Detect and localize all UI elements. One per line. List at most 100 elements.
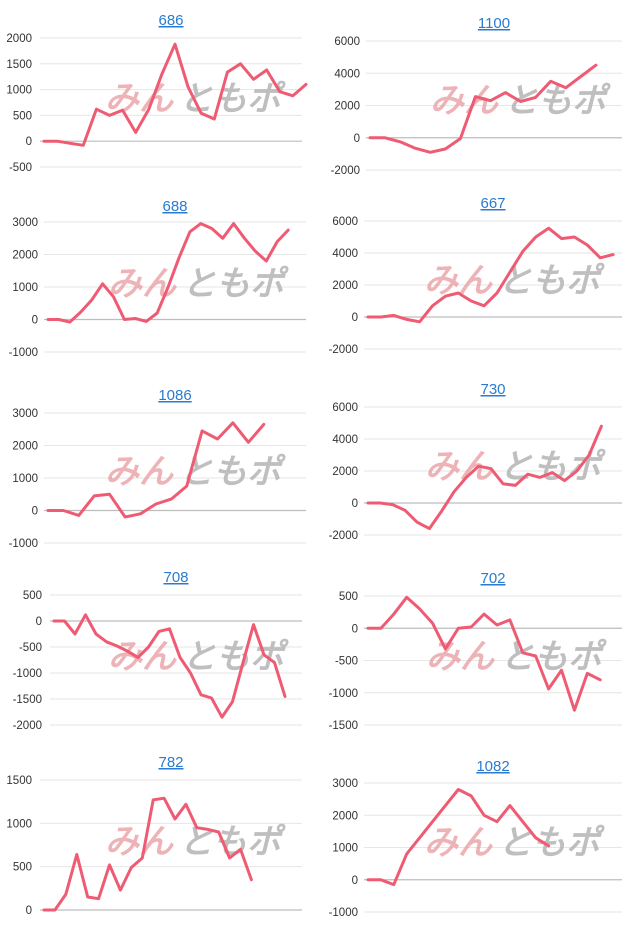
- watermark-part-1: みん: [426, 637, 495, 677]
- watermark-part-2: ともポ: [498, 823, 605, 863]
- y-tick-label: 2000: [12, 441, 38, 453]
- chart-title-link[interactable]: 782: [158, 754, 183, 771]
- y-tick-label: -1000: [13, 668, 42, 680]
- watermark-logo: みん ともポ: [108, 264, 289, 304]
- chart-panel-708: 708 500 0 -500 -1000 -1500 -2000 みん ともポ: [0, 555, 320, 740]
- watermark-part-1: みん: [424, 823, 493, 863]
- chart-title-link[interactable]: 708: [163, 569, 188, 586]
- watermark-part-1: みん: [105, 452, 174, 492]
- series-line: [42, 796, 253, 912]
- y-tick-label: 3000: [332, 778, 358, 790]
- chart-panel-1082: 1082 3000 2000 1000 0 -1000 みん ともポ: [320, 740, 640, 925]
- line-chart: 686 2000 1500 1000 500 0 -500 みん ともポ: [6, 12, 308, 174]
- y-tick-label: 3000: [12, 408, 38, 420]
- chart-panel-730: 730 6000 4000 2000 0 -2000 みん ともポ: [320, 370, 640, 555]
- y-tick-label: -1000: [9, 347, 38, 359]
- y-tick-label: -1500: [329, 720, 358, 732]
- chart-title-link[interactable]: 667: [480, 195, 505, 212]
- chart-panel-686: 686 2000 1500 1000 500 0 -500 みん ともポ: [0, 0, 320, 185]
- chart-panel-1100: 1100 6000 4000 2000 0 -2000 みん ともポ: [320, 0, 640, 185]
- watermark-part-1: みん: [105, 822, 174, 862]
- series-line: [42, 42, 308, 147]
- y-tick-label: 2000: [332, 280, 358, 292]
- series-line: [46, 222, 290, 324]
- chart-title-link[interactable]: 1086: [158, 387, 191, 404]
- watermark-part-2: ともポ: [500, 637, 607, 677]
- chart-title-link[interactable]: 686: [158, 12, 183, 29]
- y-tick-label: 1000: [12, 473, 38, 485]
- line-chart: 702 500 0 -500 -1000 -1500 みん ともポ: [329, 570, 622, 732]
- watermark-logo: みん ともポ: [424, 823, 605, 863]
- y-tick-label: -1000: [329, 688, 358, 700]
- y-tick-label: 2000: [12, 250, 38, 262]
- y-tick-label: 500: [13, 110, 32, 122]
- series-line: [366, 595, 602, 712]
- y-tick-label: 4000: [334, 68, 360, 80]
- y-tick-label: -1000: [329, 907, 358, 919]
- y-tick-label: -500: [19, 642, 42, 654]
- y-tick-label: 500: [23, 590, 42, 602]
- series-line: [366, 424, 603, 531]
- y-tick-label: 0: [352, 875, 358, 887]
- y-tick-label: 500: [339, 591, 358, 603]
- chart-title-link[interactable]: 1082: [476, 758, 509, 775]
- y-tick-label: -1500: [13, 694, 42, 706]
- y-tick-label: 0: [352, 623, 358, 635]
- chart-title-link[interactable]: 1100: [478, 15, 510, 32]
- series-line: [366, 788, 551, 887]
- line-chart: 1082 3000 2000 1000 0 -1000 みん ともポ: [329, 758, 622, 919]
- y-tick-label: 0: [32, 506, 38, 518]
- watermark-part-1: みん: [108, 637, 177, 677]
- series-line: [366, 226, 615, 324]
- y-tick-label: 2000: [6, 33, 32, 45]
- y-tick-label: -2000: [329, 344, 358, 356]
- y-tick-label: -2000: [13, 720, 42, 732]
- y-tick-label: -500: [9, 162, 32, 174]
- y-tick-label: 4000: [332, 248, 358, 260]
- y-tick-label: 2000: [332, 466, 358, 478]
- y-tick-label: 0: [26, 905, 32, 917]
- y-tick-label: 3000: [12, 217, 38, 229]
- y-tick-label: 1500: [6, 59, 32, 71]
- y-tick-label: 0: [354, 133, 360, 145]
- watermark-logo: みん ともポ: [105, 79, 286, 119]
- line-chart: 1086 3000 2000 1000 0 -1000 みん ともポ: [9, 387, 306, 550]
- watermark-logo: みん ともポ: [425, 447, 606, 487]
- watermark-logo: みん ともポ: [108, 637, 289, 677]
- line-chart: 730 6000 4000 2000 0 -2000 みん ともポ: [329, 381, 622, 542]
- y-tick-label: 1000: [6, 818, 32, 830]
- y-tick-label: 1500: [6, 775, 32, 787]
- watermark-part-1: みん: [108, 264, 177, 304]
- chart-title-link[interactable]: 702: [480, 570, 505, 587]
- chart-panel-688: 688 3000 2000 1000 0 -1000 みん ともポ: [0, 185, 320, 370]
- chart-panel-782: 782 1500 1000 500 0 みん ともポ: [0, 740, 320, 925]
- y-tick-label: -2000: [329, 530, 358, 542]
- y-tick-label: 6000: [332, 216, 358, 228]
- watermark-logo: みん ともポ: [426, 637, 607, 677]
- chart-title-link[interactable]: 730: [480, 381, 505, 398]
- watermark-logo: みん ともポ: [105, 452, 286, 492]
- line-chart: 688 3000 2000 1000 0 -1000 みん ともポ: [9, 198, 306, 359]
- y-tick-label: 2000: [334, 101, 360, 113]
- y-tick-label: -2000: [331, 165, 360, 177]
- series-line: [52, 613, 287, 719]
- y-tick-label: -500: [335, 656, 358, 668]
- chart-title-link[interactable]: 688: [162, 198, 187, 215]
- watermark-part-2: ともポ: [182, 637, 289, 677]
- y-tick-label: 2000: [332, 810, 358, 822]
- chart-panel-702: 702 500 0 -500 -1000 -1500 みん ともポ: [320, 555, 640, 740]
- y-tick-label: 1000: [6, 85, 32, 97]
- chart-panel-667: 667 6000 4000 2000 0 -2000 みん ともポ: [320, 185, 640, 370]
- series-line: [368, 63, 598, 154]
- y-tick-label: 0: [26, 136, 32, 148]
- y-tick-label: 0: [352, 312, 358, 324]
- y-tick-label: 4000: [332, 434, 358, 446]
- y-tick-label: 0: [352, 498, 358, 510]
- y-tick-label: 0: [32, 315, 38, 327]
- watermark-part-2: ともポ: [182, 264, 289, 304]
- y-tick-label: 500: [13, 862, 32, 874]
- series-line: [46, 421, 266, 519]
